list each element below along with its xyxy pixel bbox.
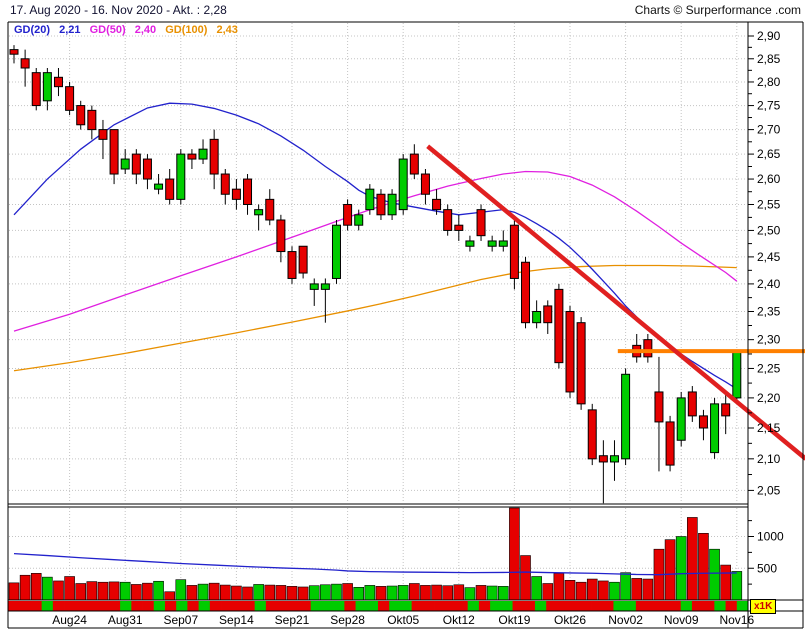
svg-text:2,35: 2,35 — [757, 304, 781, 318]
svg-text:500: 500 — [757, 561, 777, 575]
svg-text:Okt26: Okt26 — [554, 613, 586, 627]
legend-gd50-label: GD(50) — [89, 24, 126, 36]
svg-text:2,30: 2,30 — [757, 333, 781, 347]
svg-text:Nov02: Nov02 — [608, 613, 643, 627]
svg-text:2,90: 2,90 — [757, 29, 781, 43]
legend-gd20-value: 2,21 — [59, 24, 81, 36]
svg-text:Sep07: Sep07 — [163, 613, 198, 627]
svg-text:2,85: 2,85 — [757, 52, 781, 66]
svg-text:2,20: 2,20 — [757, 391, 781, 405]
svg-text:Sep28: Sep28 — [330, 613, 365, 627]
svg-text:2,60: 2,60 — [757, 172, 781, 186]
svg-text:2,65: 2,65 — [757, 147, 781, 161]
svg-text:2,75: 2,75 — [757, 99, 781, 113]
chart-legend: GD(20) 2,21 GD(50) 2,40 GD(100) 2,43 — [14, 24, 244, 36]
svg-text:Okt19: Okt19 — [498, 613, 530, 627]
svg-text:1000: 1000 — [757, 530, 784, 544]
legend-gd100-value: 2,43 — [216, 24, 238, 36]
svg-text:Aug24: Aug24 — [52, 613, 87, 627]
svg-text:Nov09: Nov09 — [664, 613, 699, 627]
chart-title: 17. Aug 2020 - 16. Nov 2020 - Akt. : 2,2… — [10, 3, 227, 17]
svg-text:2,10: 2,10 — [757, 452, 781, 466]
svg-text:Sep21: Sep21 — [275, 613, 310, 627]
svg-text:2,40: 2,40 — [757, 277, 781, 291]
svg-text:Nov16: Nov16 — [719, 613, 754, 627]
svg-text:2,55: 2,55 — [757, 197, 781, 211]
svg-text:Okt12: Okt12 — [443, 613, 475, 627]
svg-text:Sep14: Sep14 — [219, 613, 254, 627]
copyright-text: Charts © Surperformance .com — [634, 3, 801, 17]
volume-unit-badge: x1K — [750, 599, 777, 614]
svg-text:Okt05: Okt05 — [387, 613, 419, 627]
svg-text:2,05: 2,05 — [757, 483, 781, 497]
svg-text:2,70: 2,70 — [757, 123, 781, 137]
legend-gd50-value: 2,40 — [134, 24, 157, 36]
legend-gd100-label: GD(100) — [165, 24, 208, 36]
svg-text:2,80: 2,80 — [757, 75, 781, 89]
svg-text:2,45: 2,45 — [757, 250, 781, 264]
svg-text:2,15: 2,15 — [757, 421, 781, 435]
svg-text:2,25: 2,25 — [757, 361, 781, 375]
svg-text:Aug31: Aug31 — [108, 613, 143, 627]
svg-text:2,50: 2,50 — [757, 223, 781, 237]
legend-gd20-label: GD(20) — [14, 24, 51, 36]
